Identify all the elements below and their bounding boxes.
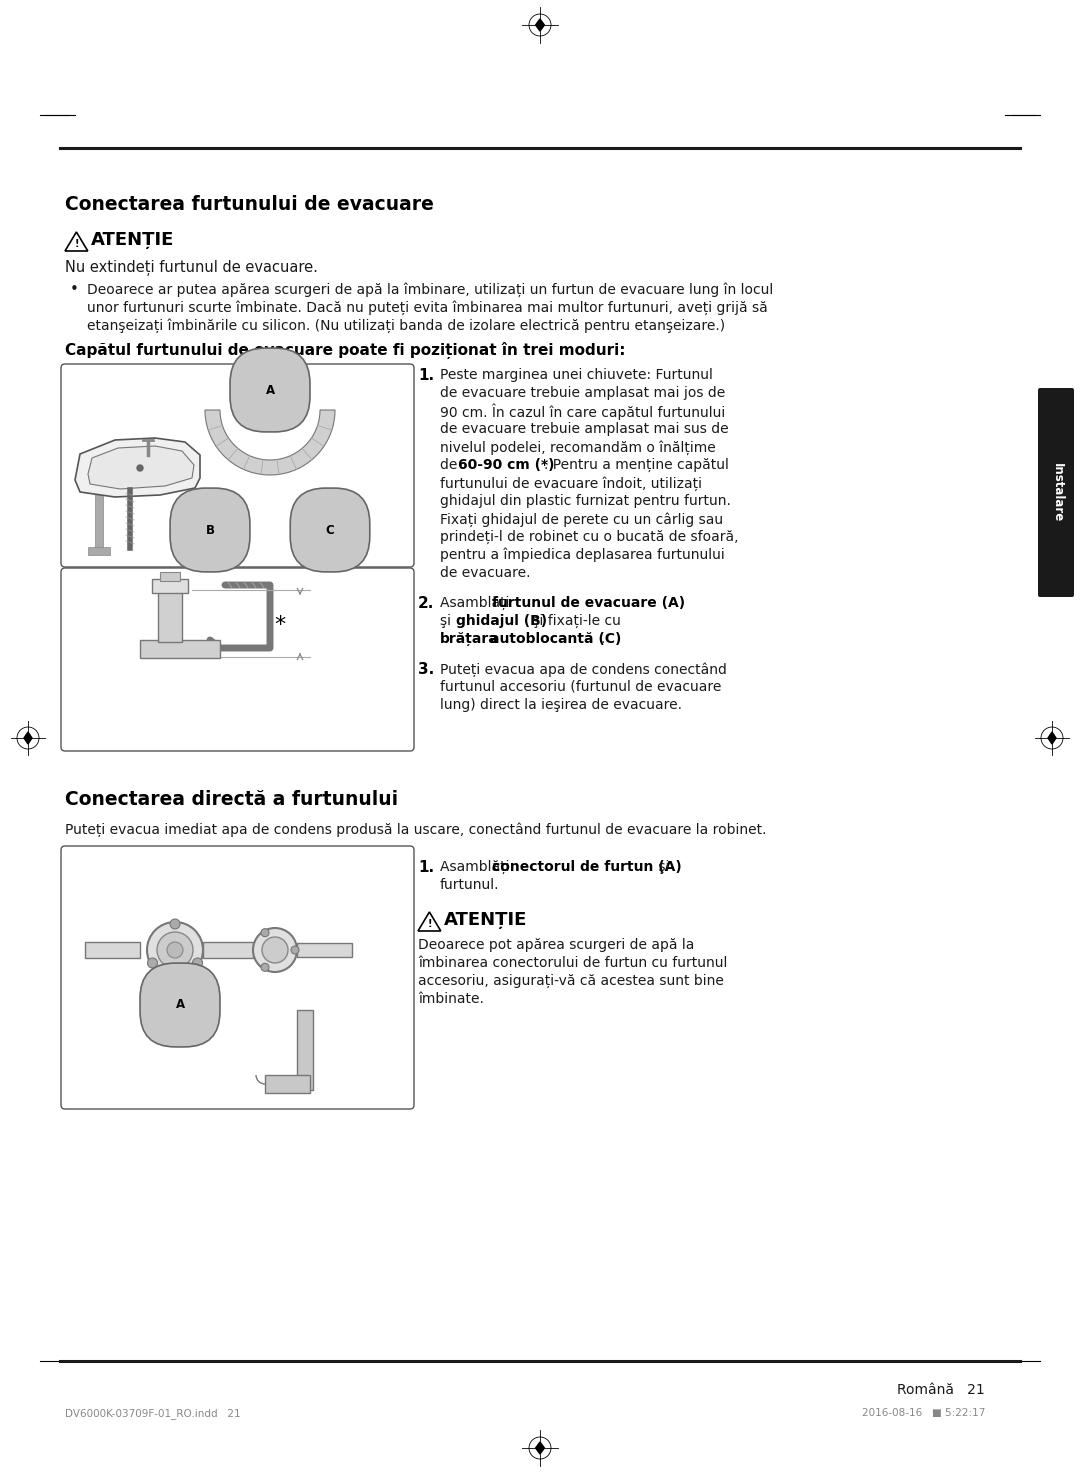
Bar xyxy=(160,573,180,582)
Polygon shape xyxy=(205,410,335,475)
Circle shape xyxy=(261,928,269,937)
Text: Asamblăți: Asamblăți xyxy=(440,596,514,610)
Text: 3.: 3. xyxy=(418,663,434,677)
Text: ATENȚIE: ATENȚIE xyxy=(444,911,527,928)
Bar xyxy=(297,1010,313,1089)
Text: C: C xyxy=(326,524,335,536)
Text: şi: şi xyxy=(654,861,670,874)
Polygon shape xyxy=(536,1442,544,1454)
Text: de evacuare trebuie amplasat mai jos de: de evacuare trebuie amplasat mai jos de xyxy=(440,387,726,400)
Text: B: B xyxy=(205,524,215,536)
Text: ATENȚIE: ATENȚIE xyxy=(91,232,174,249)
Text: Peste marginea unei chiuvete: Furtunul: Peste marginea unei chiuvete: Furtunul xyxy=(440,368,713,382)
Text: Fixați ghidajul de perete cu un cârlig sau: Fixați ghidajul de perete cu un cârlig s… xyxy=(440,512,724,527)
FancyBboxPatch shape xyxy=(60,365,414,567)
Circle shape xyxy=(192,958,203,968)
Bar xyxy=(203,942,253,958)
Text: furtunul.: furtunul. xyxy=(440,878,499,892)
Text: 2016-08-16   ■ 5:22:17: 2016-08-16 ■ 5:22:17 xyxy=(862,1408,985,1418)
Circle shape xyxy=(137,465,143,471)
Text: de evacuare trebuie amplasat mai sus de: de evacuare trebuie amplasat mai sus de xyxy=(440,422,729,435)
Text: 60-90 cm (*): 60-90 cm (*) xyxy=(458,458,554,472)
FancyBboxPatch shape xyxy=(60,568,414,751)
Text: furtunul de evacuare (A): furtunul de evacuare (A) xyxy=(492,596,685,610)
Text: furtunul accesoriu (furtunul de evacuare: furtunul accesoriu (furtunul de evacuare xyxy=(440,680,721,694)
Text: .: . xyxy=(600,632,605,646)
Text: A: A xyxy=(175,998,185,1011)
Text: Deoarece pot apărea scurgeri de apă la: Deoarece pot apărea scurgeri de apă la xyxy=(418,939,694,952)
Text: furtunului de evacuare îndoit, utilizați: furtunului de evacuare îndoit, utilizați xyxy=(440,475,702,490)
FancyBboxPatch shape xyxy=(1038,388,1074,596)
Circle shape xyxy=(261,964,269,971)
Bar xyxy=(85,942,140,958)
Text: pentru a împiedica deplasarea furtunului: pentru a împiedica deplasarea furtunului xyxy=(440,548,725,562)
FancyBboxPatch shape xyxy=(60,846,414,1108)
Text: îmbinarea conectorului de furtun cu furtunul: îmbinarea conectorului de furtun cu furt… xyxy=(418,956,727,970)
Text: !: ! xyxy=(428,920,432,928)
Circle shape xyxy=(268,418,272,422)
Bar xyxy=(140,641,220,658)
Text: accesoriu, asigurați-vă că acestea sunt bine: accesoriu, asigurați-vă că acestea sunt … xyxy=(418,974,724,987)
Text: de: de xyxy=(440,458,462,472)
Polygon shape xyxy=(75,438,200,497)
Text: nivelul podelei, recomandăm o înălțime: nivelul podelei, recomandăm o înălțime xyxy=(440,440,716,455)
Text: Conectarea directă a furtunului: Conectarea directă a furtunului xyxy=(65,790,399,809)
Text: Română   21: Română 21 xyxy=(897,1383,985,1396)
Text: lung) direct la ieşirea de evacuare.: lung) direct la ieşirea de evacuare. xyxy=(440,698,681,711)
Circle shape xyxy=(157,931,193,968)
Text: ghidajul din plastic furnizat pentru furtun.: ghidajul din plastic furnizat pentru fur… xyxy=(440,494,731,508)
Circle shape xyxy=(291,946,299,953)
Bar xyxy=(158,590,183,642)
Text: autoblocantă (C): autoblocantă (C) xyxy=(490,632,621,646)
Polygon shape xyxy=(24,732,32,744)
Polygon shape xyxy=(1048,732,1056,744)
Text: Asamblăți: Asamblăți xyxy=(440,861,514,874)
Text: 90 cm. În cazul în care capătul furtunului: 90 cm. În cazul în care capătul furtunul… xyxy=(440,404,726,421)
Circle shape xyxy=(148,958,158,968)
Text: şi fixați-le cu: şi fixați-le cu xyxy=(528,614,621,629)
Text: prindeți-l de robinet cu o bucată de sfoară,: prindeți-l de robinet cu o bucată de sfo… xyxy=(440,530,739,545)
Text: 1.: 1. xyxy=(418,861,434,875)
Text: unor furtunuri scurte îmbinate. Dacă nu puteți evita îmbinarea mai multor furtun: unor furtunuri scurte îmbinate. Dacă nu … xyxy=(87,300,768,314)
Text: !: ! xyxy=(75,239,79,249)
Text: conectorul de furtun (A): conectorul de furtun (A) xyxy=(492,861,681,874)
Text: Instalare: Instalare xyxy=(1051,463,1064,523)
Text: Deoarece ar putea apărea scurgeri de apă la îmbinare, utilizați un furtun de eva: Deoarece ar putea apărea scurgeri de apă… xyxy=(87,282,773,297)
Text: •: • xyxy=(70,282,79,297)
Text: DV6000K-03709F-01_RO.indd   21: DV6000K-03709F-01_RO.indd 21 xyxy=(65,1408,241,1418)
Bar xyxy=(87,548,110,555)
Circle shape xyxy=(262,937,288,962)
Circle shape xyxy=(170,920,180,928)
Polygon shape xyxy=(87,446,194,489)
Bar xyxy=(152,579,188,593)
Circle shape xyxy=(253,928,297,973)
Text: Nu extindeți furtunul de evacuare.: Nu extindeți furtunul de evacuare. xyxy=(65,260,318,276)
Polygon shape xyxy=(536,19,544,31)
Text: Puteți evacua apa de condens conectând: Puteți evacua apa de condens conectând xyxy=(440,663,727,676)
Circle shape xyxy=(167,942,183,958)
Text: ghidajul (B): ghidajul (B) xyxy=(456,614,548,627)
Text: Conectarea furtunului de evacuare: Conectarea furtunului de evacuare xyxy=(65,195,434,214)
Text: . Pentru a menține capătul: . Pentru a menține capătul xyxy=(544,458,729,472)
Bar xyxy=(95,489,103,548)
Text: etanşeizați îmbinările cu silicon. (Nu utilizați banda de izolare electrică pent: etanşeizați îmbinările cu silicon. (Nu u… xyxy=(87,317,725,332)
Text: A: A xyxy=(266,384,274,397)
Bar xyxy=(297,943,352,956)
Text: 2.: 2. xyxy=(418,596,434,611)
Text: Puteți evacua imediat apa de condens produsă la uscare, conectând furtunul de ev: Puteți evacua imediat apa de condens pro… xyxy=(65,822,767,837)
Circle shape xyxy=(147,922,203,979)
Text: şi: şi xyxy=(440,614,456,627)
Text: de evacuare.: de evacuare. xyxy=(440,565,530,580)
Text: *: * xyxy=(274,615,285,635)
Text: brățara: brățara xyxy=(440,632,499,646)
Bar xyxy=(265,1075,310,1094)
Text: Capătul furtunului de evacuare poate fi poziționat în trei moduri:: Capătul furtunului de evacuare poate fi … xyxy=(65,342,625,359)
Text: 1.: 1. xyxy=(418,368,434,382)
Text: îmbinate.: îmbinate. xyxy=(418,992,484,1007)
